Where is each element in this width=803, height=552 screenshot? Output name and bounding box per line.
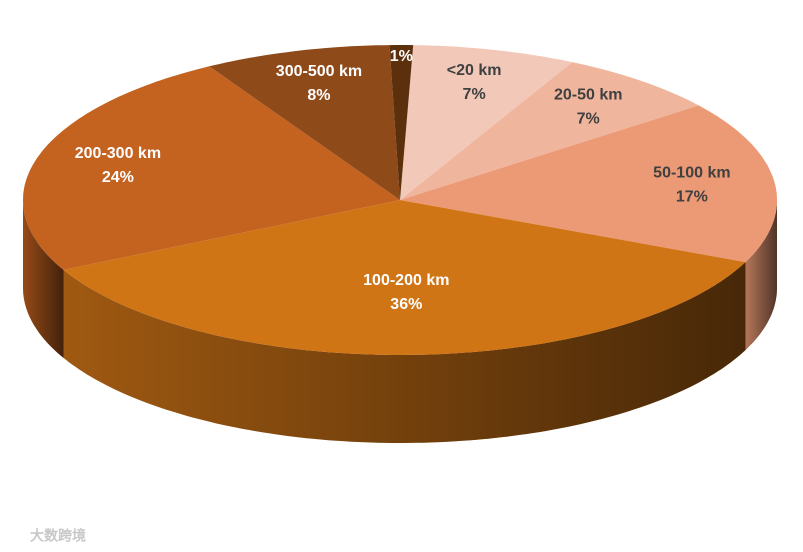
slice (209, 45, 400, 200)
value-label: 24% (102, 169, 134, 186)
slice-side-shade (63, 262, 746, 443)
slice-label: 20-50 km (554, 86, 623, 103)
slice (389, 45, 414, 200)
slice-side-shade (23, 200, 64, 358)
value-label: 17% (676, 188, 708, 205)
slice-side-shade (745, 200, 777, 351)
slice-label: <20 km (447, 62, 502, 79)
slice-label: 100-200 km (363, 272, 449, 289)
slice-label: 200-300 km (75, 145, 161, 162)
slice-label: 300-500 km (276, 63, 362, 80)
slice (23, 66, 400, 270)
value-label: 7% (463, 86, 486, 103)
slice (400, 105, 777, 263)
slice (400, 62, 699, 200)
slice-label: 50-100 km (653, 164, 730, 181)
slice-label: >500 km (370, 24, 434, 41)
slice (63, 200, 746, 355)
value-label: 36% (390, 296, 422, 313)
slice (400, 45, 573, 200)
watermark: 大数跨境 (30, 528, 86, 544)
value-label: 1% (390, 48, 413, 65)
value-label: 8% (307, 87, 330, 104)
value-label: 7% (577, 110, 600, 127)
